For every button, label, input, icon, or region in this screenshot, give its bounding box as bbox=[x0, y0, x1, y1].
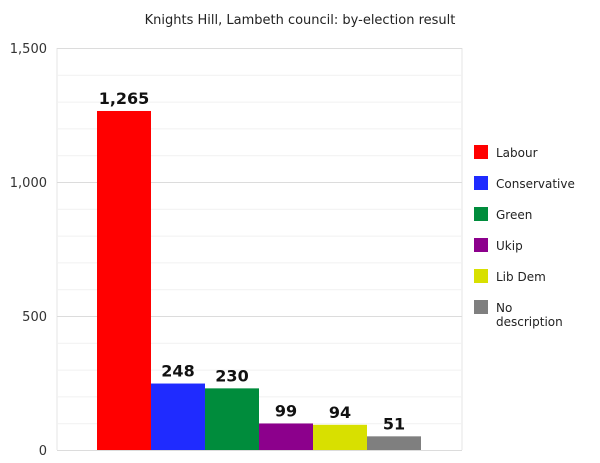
legend-swatch bbox=[474, 145, 488, 159]
data-label: 1,265 bbox=[99, 89, 150, 108]
bar-green bbox=[205, 388, 259, 450]
legend-swatch bbox=[474, 207, 488, 221]
legend-swatch bbox=[474, 269, 488, 283]
legend-swatch bbox=[474, 238, 488, 252]
y-tick-label: 500 bbox=[22, 310, 47, 325]
legend-label: description bbox=[496, 315, 563, 329]
legend-label: Lib Dem bbox=[496, 270, 546, 284]
y-axis: 0 500 1,000 1,500 bbox=[10, 42, 47, 459]
bar-ukip bbox=[259, 423, 313, 450]
legend: Labour Conservative Green Ukip Lib Dem Nodesc… bbox=[474, 145, 575, 329]
legend-label: Conservative bbox=[496, 177, 575, 191]
legend-label: No bbox=[496, 301, 512, 315]
legend-swatch bbox=[474, 176, 488, 190]
y-tick-label: 1,000 bbox=[10, 176, 47, 191]
chart-title: Knights Hill, Lambeth council: by-electi… bbox=[145, 13, 456, 28]
data-label: 94 bbox=[329, 403, 351, 422]
data-labels: 1,265 248 230 99 94 51 bbox=[99, 89, 405, 433]
y-tick-label: 1,500 bbox=[10, 42, 47, 57]
data-label: 230 bbox=[215, 366, 248, 385]
bar-no-description bbox=[367, 436, 421, 450]
legend-label: Ukip bbox=[496, 239, 523, 253]
legend-swatch bbox=[474, 300, 488, 314]
legend-label: Green bbox=[496, 208, 532, 222]
bar-lib-dem bbox=[313, 424, 367, 450]
legend-label: Labour bbox=[496, 146, 538, 160]
data-label: 248 bbox=[161, 362, 194, 381]
bars bbox=[97, 110, 421, 450]
bar-conservative bbox=[151, 383, 205, 450]
data-label: 51 bbox=[383, 414, 405, 433]
bar-labour bbox=[97, 110, 151, 450]
data-label: 99 bbox=[275, 401, 297, 420]
y-tick-label: 0 bbox=[39, 444, 47, 459]
